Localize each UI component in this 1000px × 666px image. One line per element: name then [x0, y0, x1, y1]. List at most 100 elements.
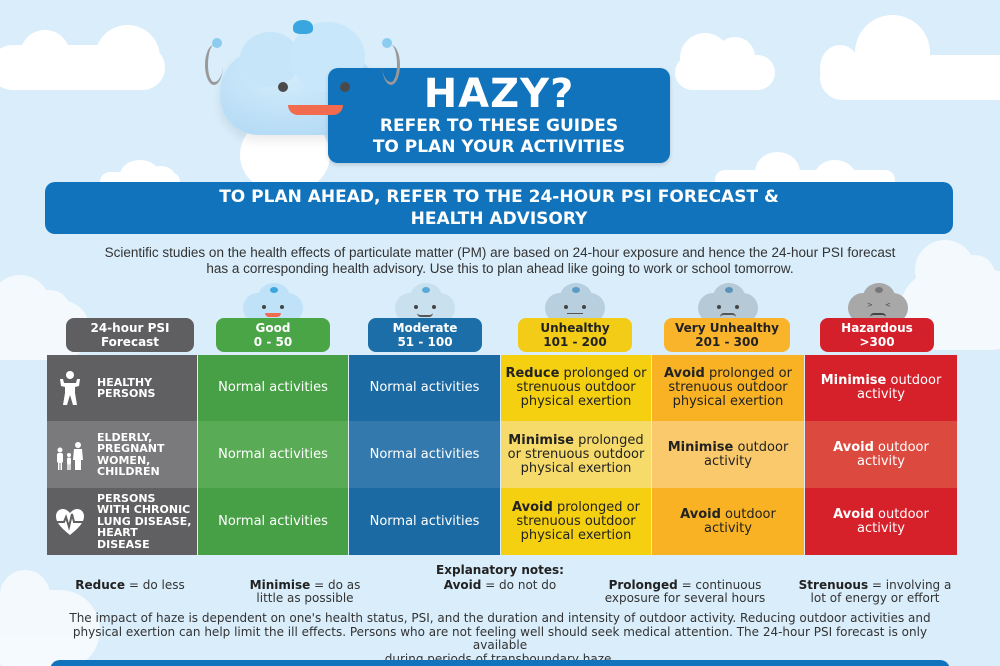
advice-text: Normal activities — [218, 380, 328, 395]
column-label: Unhealthy — [540, 321, 610, 335]
definition-term: Reduce — [75, 578, 126, 592]
advice-cell: Avoid prolonged or strenuous outdoor phy… — [652, 355, 804, 421]
definitions-list: Reduce = do less Minimise = do as little… — [60, 579, 970, 605]
column-label: Moderate — [392, 321, 458, 335]
advisory-table: HEALTHY PERSONS Normal activities Normal … — [47, 355, 957, 555]
column-header-unhealthy: Unhealthy 101 - 200 — [518, 318, 632, 352]
intro-line2: has a corresponding health advisory. Use… — [206, 261, 794, 276]
header-line: Forecast — [100, 335, 160, 349]
definition-avoid: Avoid = do not do — [410, 579, 590, 605]
column-header-very-unhealthy: Very Unhealthy 201 - 300 — [664, 318, 790, 352]
definition-term: Strenuous — [798, 578, 869, 592]
explanatory-notes-title: Explanatory notes: — [436, 563, 564, 577]
definition-meaning: = involving a lot of energy or effort — [810, 578, 952, 605]
advice-keyword: Avoid — [664, 366, 705, 381]
banner-line1: TO PLAN AHEAD, REFER TO THE 24-HOUR PSI … — [219, 187, 779, 207]
footer-text: The impact of haze is dependent on one's… — [55, 611, 945, 666]
advice-cell: Avoid outdoor activity — [805, 421, 957, 488]
advice-text: prolonged or strenuous outdoor physical … — [516, 499, 640, 543]
advice-keyword: Minimise — [667, 439, 734, 455]
column-range: 101 - 200 — [543, 335, 607, 349]
column-header-moderate: Moderate 51 - 100 — [368, 318, 482, 352]
advice-cell: Normal activities — [198, 488, 348, 555]
advice-text: Normal activities — [369, 446, 480, 462]
row-label-line: HEALTHY — [97, 375, 153, 389]
column-label: Hazardous — [841, 321, 913, 335]
background-cloud — [0, 25, 165, 90]
column-header-good: Good 0 - 50 — [216, 318, 330, 352]
advice-keyword: Avoid — [680, 506, 721, 522]
advice-keyword: Minimise — [508, 432, 574, 448]
definition-meaning: = do not do — [481, 578, 557, 592]
advice-cell: Normal activities — [349, 488, 500, 555]
advice-keyword: Avoid — [833, 506, 874, 522]
definition-term: Minimise — [249, 578, 311, 592]
advice-text: Normal activities — [369, 380, 480, 395]
background-cloud — [820, 15, 1000, 100]
column-range: 51 - 100 — [397, 335, 453, 349]
page-title: HAZY? — [423, 71, 575, 117]
row-label-line: CHILDREN — [97, 465, 160, 478]
advice-cell: Minimise outdoor activity — [805, 355, 957, 421]
column-label: Very Unhealthy — [675, 321, 779, 335]
advice-text: prolonged or strenuous outdoor physical … — [507, 432, 645, 476]
advice-keyword: Minimise — [820, 373, 887, 388]
row-label-line: PREGNANT — [97, 442, 165, 455]
advice-cell: Minimise prolonged or strenuous outdoor … — [501, 421, 651, 488]
definition-term: Prolonged — [608, 578, 678, 592]
header-line: 24-hour PSI — [90, 321, 170, 335]
psi-forecast-header: 24-hour PSI Forecast — [66, 318, 194, 352]
background-cloud — [0, 570, 100, 666]
definition-reduce: Reduce = do less — [60, 579, 200, 605]
subtitle-line1: REFER TO THESE GUIDES — [379, 116, 619, 136]
subtitle-line2: TO PLAN YOUR ACTIVITIES — [372, 137, 626, 157]
definition-strenuous: Strenuous = involving a lot of energy or… — [780, 579, 970, 605]
heart-pulse-icon — [55, 505, 85, 539]
advice-cell: Avoid prolonged or strenuous outdoor phy… — [501, 488, 651, 555]
advice-cell: Normal activities — [349, 421, 500, 488]
footer-line1: The impact of haze is dependent on one's… — [69, 611, 931, 625]
bottom-banner — [50, 660, 950, 666]
footer-line2: physical exertion can help limit the ill… — [72, 624, 928, 652]
advice-cell: Normal activities — [198, 421, 348, 488]
intro-line1: Scientific studies on the health effects… — [104, 245, 896, 260]
column-header-hazardous: Hazardous >300 — [820, 318, 934, 352]
advice-cell: Normal activities — [198, 355, 348, 421]
advice-text: outdoor activity — [704, 439, 789, 469]
advice-text: outdoor activity — [857, 439, 929, 469]
row-label-line: PERSONS — [97, 387, 156, 400]
advice-keyword: Avoid — [833, 439, 874, 455]
advice-keyword: Avoid — [512, 499, 553, 515]
column-range: 201 - 300 — [695, 335, 759, 349]
advice-cell: Normal activities — [349, 355, 500, 421]
advice-text: outdoor activity — [857, 506, 929, 536]
advice-cell: Avoid outdoor activity — [652, 488, 804, 555]
row-header-chronic-disease: PERSONS WITH CHRONIC LUNG DISEASE, HEART DI… — [47, 488, 197, 555]
advice-text: prolonged or strenuous outdoor physical … — [668, 366, 792, 409]
advice-text: prolonged or strenuous outdoor physical … — [516, 366, 647, 409]
banner-line2: HEALTH ADVISORY — [410, 209, 588, 229]
definition-prolonged: Prolonged = continuous exposure for seve… — [590, 579, 780, 605]
row-label-line: ELDERLY, — [97, 430, 153, 444]
definition-minimise: Minimise = do as little as possible — [200, 579, 410, 605]
column-range: >300 — [859, 335, 895, 349]
row-label-line: LUNG DISEASE, — [97, 514, 192, 528]
advice-text: outdoor activity — [704, 506, 776, 536]
row-label-line: WOMEN, — [97, 453, 151, 467]
advice-text: outdoor activity — [857, 373, 942, 402]
row-label-line: HEART DISEASE — [97, 526, 150, 551]
row-header-elderly-pregnant-children: ELDERLY, PREGNANT WOMEN, CHILDREN — [47, 421, 197, 488]
advice-keyword: Reduce — [505, 366, 560, 381]
row-header-healthy-persons: HEALTHY PERSONS — [47, 355, 197, 421]
title-box: HAZY? REFER TO THESE GUIDES TO PLAN YOUR… — [328, 68, 670, 163]
definition-meaning: = do less — [125, 578, 185, 592]
column-label: Good — [255, 321, 291, 335]
intro-text: Scientific studies on the health effects… — [45, 245, 955, 277]
background-cloud — [900, 240, 1000, 350]
advice-cell: Avoid outdoor activity — [805, 488, 957, 555]
advice-text: Normal activities — [218, 513, 328, 529]
definition-meaning: = do as little as possible — [256, 578, 361, 605]
advice-text: Normal activities — [218, 446, 328, 462]
family-icon — [55, 438, 85, 472]
advice-cell: Minimise outdoor activity — [652, 421, 804, 488]
